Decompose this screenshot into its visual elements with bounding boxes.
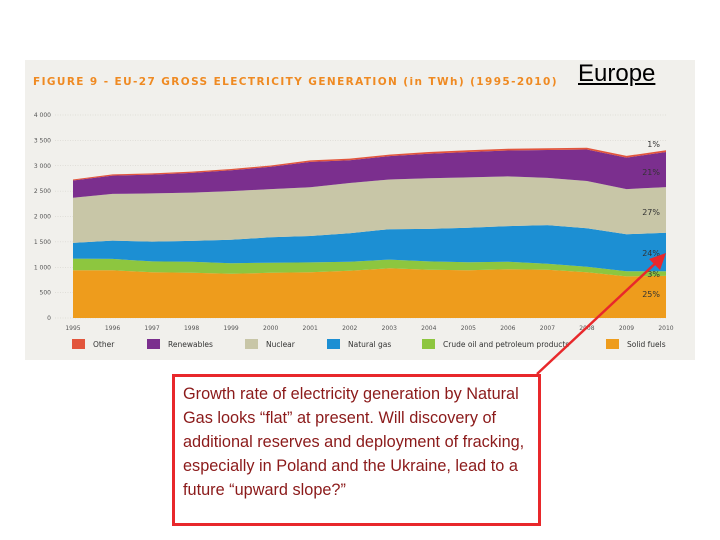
y-tick-label: 3 000 [34,163,51,170]
tick-layer: 0 500 1 000 1 500 2 000 2 500 3 000 3 500 4 000 1… [34,112,674,332]
legend-label: Renewables [168,340,213,349]
area-nuclear [73,176,666,243]
area-solid-fuels [73,268,666,318]
y-tick-label: 500 [40,290,52,297]
x-tick-label: 2003 [382,325,397,332]
x-tick-label: 2002 [342,325,357,332]
annotation-box: Growth rate of electricity generation by… [172,374,541,526]
legend-label: Nuclear [266,340,296,349]
y-tick-label: 2 500 [34,188,51,195]
x-tick-label: 1995 [65,325,80,332]
share-label: 21% [642,168,660,177]
slide-title: Europe [578,60,656,87]
y-tick-label: 1 000 [34,264,51,271]
legend-label: Crude oil and petroleum products [443,340,569,349]
y-tick-label: 3 500 [34,137,51,144]
x-tick-label: 2007 [540,325,555,332]
x-tick-label: 2008 [579,325,594,332]
legend-swatch [72,339,85,349]
x-tick-label: 2009 [619,325,634,332]
y-tick-label: 2 000 [34,214,51,221]
area-renewables [73,149,666,198]
x-tick-label: 2000 [263,325,278,332]
x-tick-label: 2001 [303,325,318,332]
chart-svg: 0 500 1 000 1 500 2 000 2 500 3 000 3 500 4 000 1… [34,112,674,349]
area-layer [73,147,666,318]
x-tick-label: 2005 [461,325,476,332]
chart-title: FIGURE 9 - EU-27 GROSS ELECTRICITY GENER… [33,76,558,88]
legend-swatch [606,339,619,349]
area-crude-oil-and-petroleum-products [73,258,666,277]
share-label: 1% [647,140,660,149]
x-tick-label: 1996 [105,325,120,332]
legend-swatch [245,339,258,349]
y-tick-label: 4 000 [34,112,51,119]
y-tick-label: 0 [47,315,51,322]
x-tick-label: 1997 [144,325,159,332]
x-tick-label: 2010 [658,325,673,332]
share-label: 27% [642,208,660,217]
legend-label: Other [93,340,115,349]
x-tick-label: 2004 [421,325,436,332]
y-tick-label: 1 500 [34,239,51,246]
annotation-text: Growth rate of electricity generation by… [183,385,525,499]
legend-swatch [147,339,160,349]
legend: Other Renewables Nuclear Natural gas Crude o… [72,339,666,349]
share-label: 25% [642,290,660,299]
legend-swatch [422,339,435,349]
legend-label: Solid fuels [627,340,666,349]
legend-swatch [327,339,340,349]
area-natural-gas [73,225,666,272]
share-label: 24% [642,249,660,258]
share-label: 3% [647,270,660,279]
chart-panel: 0 500 1 000 1 500 2 000 2 500 3 000 3 500 4 000 1… [25,60,695,360]
x-tick-label: 1998 [184,325,199,332]
x-tick-label: 1999 [223,325,238,332]
legend-label: Natural gas [348,340,391,349]
x-tick-label: 2006 [500,325,515,332]
